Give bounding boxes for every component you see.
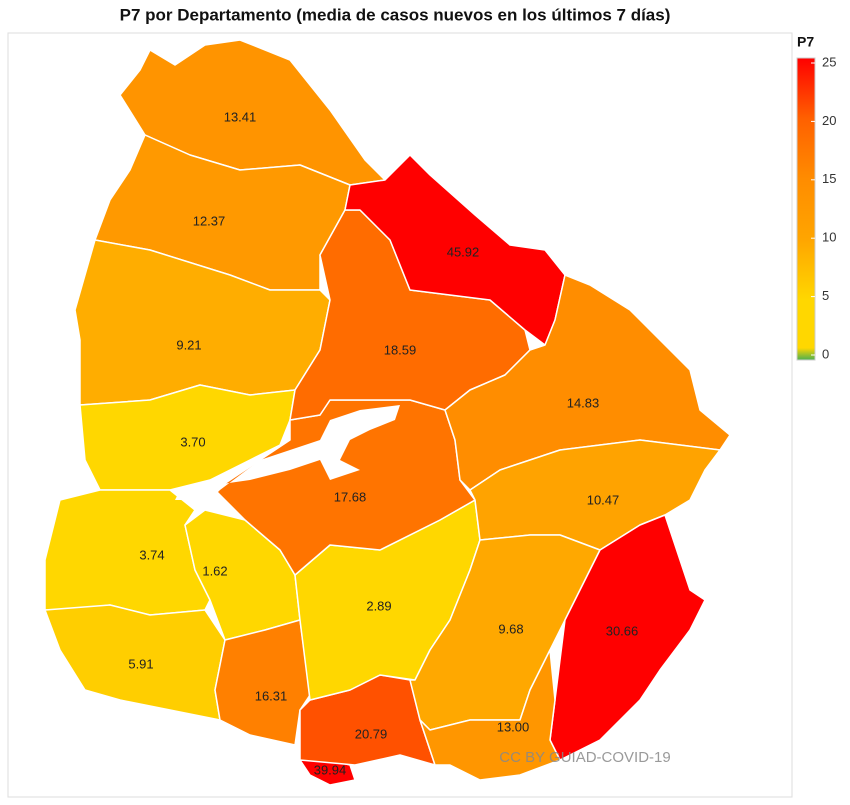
value-label: 45.92 (447, 244, 480, 259)
value-label: 3.74 (139, 547, 164, 562)
colorbar-tick-label: 20 (822, 113, 836, 128)
legend-title: P7 (797, 34, 814, 50)
colorbar-tick-label: 5 (822, 288, 829, 303)
value-label: 5.91 (128, 656, 153, 671)
colorbar-tick-label: 0 (822, 346, 829, 361)
department (549, 514, 706, 761)
labels: 13.41 12.37 9.21 3.70 3.74 5.91 1.62 16.31 39.94… (128, 109, 638, 777)
colorbar-tick-label: 15 (822, 171, 836, 186)
chart-title: P7 por Departamento (media de casos nuev… (120, 5, 671, 24)
value-label: 13.00 (497, 719, 530, 734)
map-frame (7, 32, 793, 798)
value-label: 9.21 (176, 337, 201, 352)
value-label: 10.47 (587, 492, 620, 507)
value-label: 13.41 (224, 109, 257, 124)
watermark: CC BY GUIAD-COVID-19 (499, 749, 670, 766)
lake (175, 405, 400, 500)
value-label: 39.94 (314, 762, 347, 777)
value-label: 14.83 (567, 395, 600, 410)
value-label: 12.37 (193, 213, 226, 228)
value-label: 3.70 (180, 434, 205, 449)
colorbar-tick-label: 10 (822, 230, 836, 245)
value-label: 17.68 (334, 489, 367, 504)
value-label: 16.31 (255, 688, 288, 703)
value-label: 18.59 (384, 342, 417, 357)
value-label: 2.89 (366, 598, 391, 613)
value-label: 1.62 (202, 563, 227, 578)
department (419, 649, 561, 781)
department (214, 619, 311, 746)
department (44, 489, 211, 616)
colorbar (796, 57, 816, 361)
value-label: 9.68 (498, 621, 523, 636)
value-label: 20.79 (355, 726, 388, 741)
regions (44, 39, 731, 786)
value-label: 30.66 (606, 623, 639, 638)
colorbar-tick-label: 25 (822, 54, 836, 69)
